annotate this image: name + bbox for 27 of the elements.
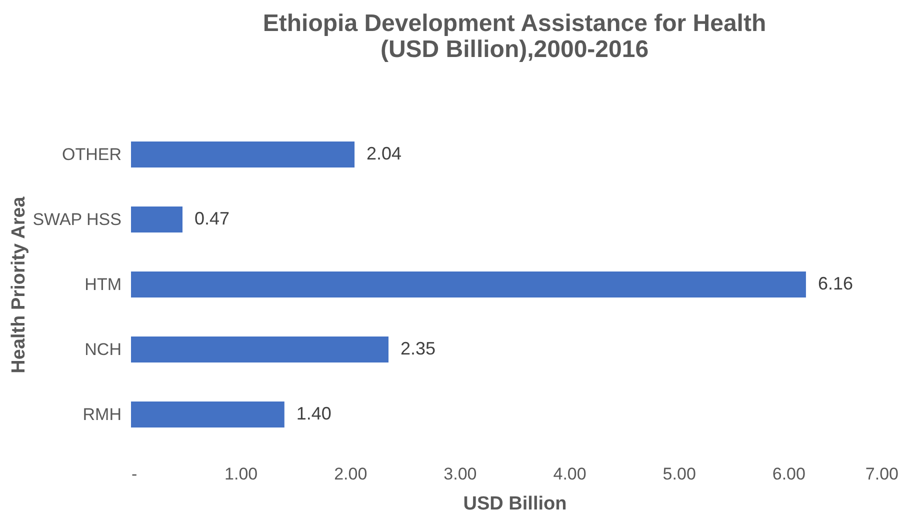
data-label: 1.40	[296, 404, 332, 424]
x-tick-label: 1.00	[224, 464, 258, 484]
x-tick-label: 2.00	[334, 464, 368, 484]
y-tick-label: HTM	[84, 275, 122, 294]
text: Ethiopia Development Assistance for Health	[262, 10, 766, 37]
data-label: 2.04	[366, 144, 402, 164]
data-label: 0.47	[194, 208, 230, 228]
y-tick-label: RMH	[82, 405, 122, 424]
text: (USD Billion),2000-2016	[380, 36, 649, 63]
x-tick-label: 3.00	[444, 464, 477, 484]
data-label: 2.35	[400, 338, 436, 358]
y-tick-label: OTHER	[62, 145, 122, 164]
x-axis-title: USD Billion	[463, 494, 567, 514]
bar	[131, 272, 806, 298]
bar	[131, 206, 182, 232]
x-tick-label: 7.00	[865, 464, 898, 484]
x-tick-label: 6.00	[772, 464, 806, 484]
data-label: 6.16	[818, 274, 854, 294]
bar	[131, 402, 284, 428]
x-tick-label: -	[132, 464, 138, 484]
bar	[131, 142, 355, 168]
y-axis-title: Health Priority Area	[8, 196, 30, 374]
x-tick-label: 4.00	[553, 464, 586, 484]
y-tick-label: SWAP HSS	[32, 210, 122, 229]
y-tick-label: NCH	[84, 340, 122, 359]
bar	[131, 336, 388, 362]
x-tick-label: 5.00	[662, 464, 696, 484]
